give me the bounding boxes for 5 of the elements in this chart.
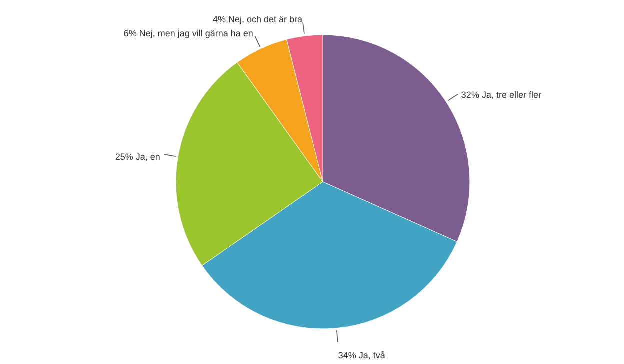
slice-label: 4% Nej, och det är bra: [212, 14, 303, 24]
slice-label: 34% Ja, två: [338, 350, 386, 360]
slice-label: 25% Ja, en: [115, 152, 160, 162]
slice-label: 32% Ja, tre eller fler: [461, 90, 542, 100]
slice-label: 6% Nej, men jag vill gärna ha en: [124, 28, 254, 38]
